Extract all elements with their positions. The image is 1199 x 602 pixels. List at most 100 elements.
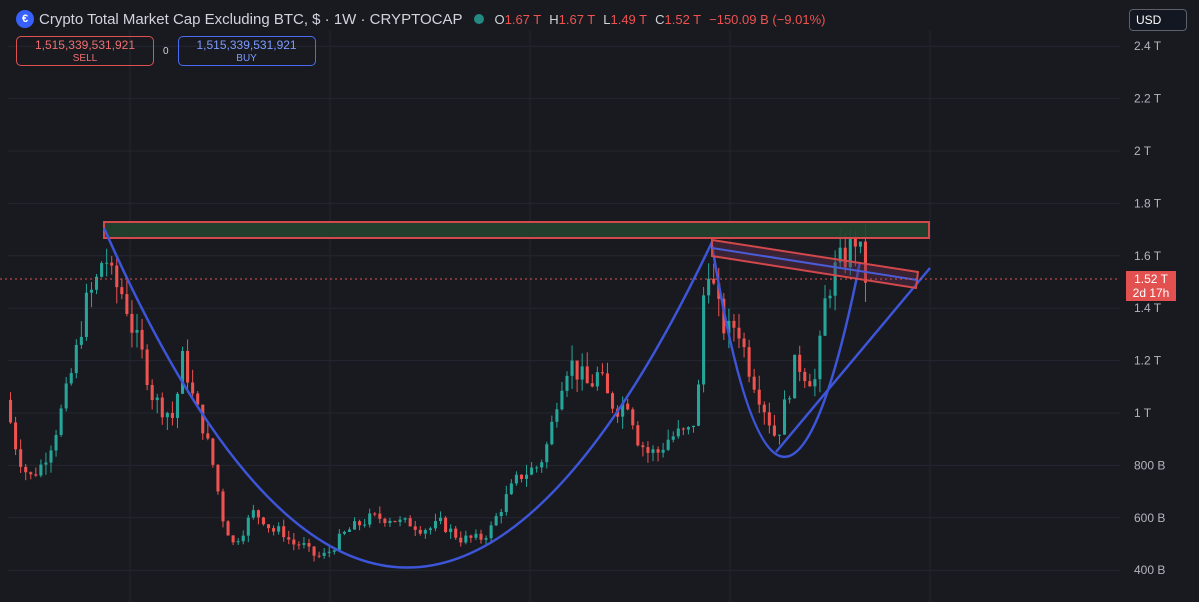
candle-body xyxy=(282,526,286,538)
candle-body xyxy=(201,404,205,434)
cup-arc[interactable] xyxy=(102,227,714,569)
candle-body xyxy=(327,551,331,553)
candle-body xyxy=(575,360,579,380)
candle-body xyxy=(317,555,321,557)
candle-body xyxy=(54,434,58,451)
candle-body xyxy=(44,462,48,465)
candle-body xyxy=(641,445,645,448)
candle-body xyxy=(474,533,478,538)
candle-body xyxy=(681,428,685,430)
candle-body xyxy=(84,292,88,337)
candle-body xyxy=(29,472,33,475)
candle-body xyxy=(49,450,53,463)
candle-body xyxy=(373,513,377,515)
candle-body xyxy=(322,552,326,556)
candle-body xyxy=(110,262,114,266)
candle-body xyxy=(600,372,604,374)
candle-body xyxy=(535,467,539,469)
candle-body xyxy=(469,535,473,538)
candle-body xyxy=(130,313,134,333)
candle-body xyxy=(828,295,832,299)
candle-body xyxy=(772,425,776,436)
symbol-title[interactable]: Crypto Total Market Cap Excluding BTC, $… xyxy=(39,10,463,28)
candle-body xyxy=(742,338,746,348)
candle-body xyxy=(651,449,655,453)
currency-select[interactable]: USD xyxy=(1129,9,1187,31)
rising-support-trendline[interactable] xyxy=(775,267,931,453)
candle-body xyxy=(165,412,169,418)
y-tick-label: 400 B xyxy=(1134,563,1165,577)
buy-button[interactable]: 1,515,339,531,921 BUY xyxy=(177,36,316,66)
candle-body xyxy=(519,474,523,479)
candle-body xyxy=(813,379,817,387)
candle-body xyxy=(752,376,756,390)
candle-body xyxy=(196,393,200,405)
candlestick-series xyxy=(9,223,867,562)
candle-body xyxy=(788,398,792,400)
candle-body xyxy=(848,237,852,268)
candle-body xyxy=(398,519,402,523)
candle-body xyxy=(59,408,63,435)
candle-body xyxy=(530,467,534,475)
cryptocap-logo-icon: € xyxy=(16,10,34,28)
candle-body xyxy=(226,521,230,536)
candle-body xyxy=(155,397,159,401)
candle-body xyxy=(631,409,635,426)
candle-body xyxy=(838,247,842,263)
candle-body xyxy=(494,516,498,526)
flag-midline xyxy=(711,247,918,281)
candle-body xyxy=(358,521,362,526)
candle-body xyxy=(206,433,210,439)
candle-body xyxy=(150,385,154,401)
candle-body xyxy=(843,247,847,268)
spread-value: 0 xyxy=(163,45,169,57)
candle-body xyxy=(140,329,144,350)
sell-button[interactable]: 1,515,339,531,921 SELL xyxy=(16,36,154,66)
candle-body xyxy=(798,354,802,372)
candle-body xyxy=(626,403,630,410)
candle-body xyxy=(449,528,453,533)
resistance-zone[interactable] xyxy=(103,221,930,239)
candle-body xyxy=(241,535,245,542)
candle-body xyxy=(393,520,397,523)
candle-body xyxy=(767,412,771,426)
candle-body xyxy=(231,535,235,543)
candle-body xyxy=(504,494,508,512)
candle-body xyxy=(170,412,174,418)
candle-body xyxy=(342,531,346,534)
candle-body xyxy=(64,383,68,409)
candle-body xyxy=(428,528,432,531)
candle-body xyxy=(115,265,119,288)
candle-body xyxy=(368,513,372,525)
candle-body xyxy=(14,422,18,450)
candle-body xyxy=(702,295,706,385)
candle-body xyxy=(565,375,569,391)
price-axis[interactable]: 400 B 600 B 800 B 1 T 1.2 T 1.4 T 1.6 T 1.8 T 2 … xyxy=(1134,39,1165,577)
trade-panel: 1,515,339,531,921 SELL 0 1,515,339,531,9… xyxy=(16,36,316,66)
candle-body xyxy=(686,427,690,430)
candle-body xyxy=(671,436,675,440)
candle-body xyxy=(261,517,265,525)
candle-body xyxy=(347,529,351,532)
chart-header: € Crypto Total Market Cap Excluding BTC,… xyxy=(16,10,825,28)
candle-body xyxy=(459,537,463,543)
inner-cup-arc[interactable] xyxy=(710,244,862,459)
bar-countdown: 2d 17h xyxy=(1132,286,1170,300)
candle-body xyxy=(570,360,574,376)
candle-body xyxy=(479,533,483,540)
candle-body xyxy=(79,336,83,345)
candle-body xyxy=(256,510,260,518)
candle-body xyxy=(863,241,867,283)
candle-body xyxy=(9,399,13,423)
candle-body xyxy=(332,550,336,552)
candle-body xyxy=(95,276,99,290)
y-tick-label: 2 T xyxy=(1134,144,1152,158)
candle-body xyxy=(160,397,164,418)
candle-body xyxy=(489,525,493,539)
candle-body xyxy=(403,518,407,520)
candle-body xyxy=(74,344,78,374)
candle-body xyxy=(666,439,670,450)
candle-body xyxy=(727,320,731,334)
y-tick-label: 2.2 T xyxy=(1134,92,1162,106)
